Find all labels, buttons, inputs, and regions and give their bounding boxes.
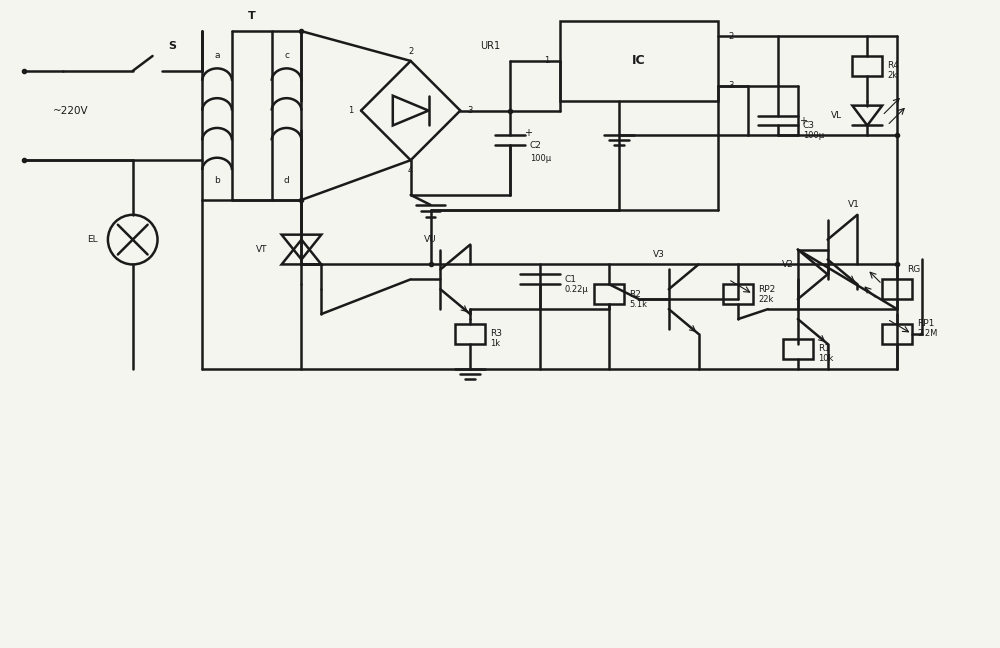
Text: 22k: 22k — [758, 295, 773, 304]
Text: +: + — [799, 115, 807, 126]
Bar — [783, 339, 813, 359]
Text: 1: 1 — [348, 106, 354, 115]
Text: b: b — [214, 176, 220, 185]
Text: V1: V1 — [847, 200, 859, 209]
Bar — [455, 324, 485, 344]
Text: R1: R1 — [818, 344, 830, 353]
Text: 3: 3 — [728, 81, 734, 90]
Text: R4: R4 — [887, 62, 899, 71]
Text: ~220V: ~220V — [53, 106, 89, 115]
Text: R3: R3 — [490, 329, 502, 338]
Text: VU: VU — [424, 235, 437, 244]
Text: 3: 3 — [468, 106, 473, 115]
Text: S: S — [168, 41, 176, 51]
Text: IC: IC — [632, 54, 646, 67]
Text: 100μ: 100μ — [803, 131, 824, 140]
Bar — [882, 279, 912, 299]
Text: RG: RG — [907, 265, 920, 274]
Text: VT: VT — [256, 245, 268, 254]
Text: +: + — [524, 128, 532, 139]
Text: UR1: UR1 — [480, 41, 500, 51]
Text: RP1: RP1 — [917, 319, 934, 329]
Text: C2: C2 — [530, 141, 542, 150]
Text: 2: 2 — [408, 47, 413, 56]
Bar — [723, 284, 753, 304]
Text: 100μ: 100μ — [530, 154, 551, 163]
Text: 0.22μ: 0.22μ — [565, 284, 588, 294]
Text: V2: V2 — [782, 260, 794, 269]
Text: V3: V3 — [653, 250, 665, 259]
Text: 1: 1 — [544, 56, 550, 65]
Text: a: a — [214, 51, 220, 60]
Text: c: c — [284, 51, 289, 60]
Text: R2: R2 — [629, 290, 641, 299]
Text: C1: C1 — [565, 275, 577, 284]
Bar — [560, 21, 718, 100]
Bar — [852, 56, 882, 76]
Text: C3: C3 — [803, 121, 815, 130]
Text: 2.2M: 2.2M — [917, 329, 937, 338]
Text: 4: 4 — [408, 166, 413, 175]
Text: 1k: 1k — [490, 340, 500, 349]
Text: 10k: 10k — [818, 354, 833, 364]
Bar — [882, 324, 912, 344]
Text: RP2: RP2 — [758, 284, 775, 294]
Text: 2k: 2k — [887, 71, 897, 80]
Text: EL: EL — [87, 235, 98, 244]
Text: d: d — [284, 176, 289, 185]
Text: T: T — [248, 11, 256, 21]
Bar — [594, 284, 624, 304]
Text: 2: 2 — [728, 32, 734, 41]
Text: 5.1k: 5.1k — [629, 299, 647, 308]
Text: VL: VL — [831, 111, 842, 120]
